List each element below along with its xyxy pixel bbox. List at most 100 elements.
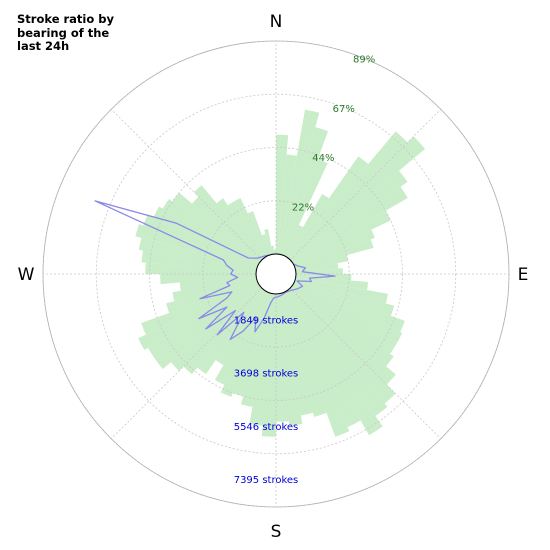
ratio-bar (293, 210, 391, 266)
grid-ring (149, 147, 403, 401)
ratio-bar (215, 252, 258, 269)
ratio-bar (294, 229, 375, 268)
ratio-bar (277, 249, 281, 255)
ratio-bar (295, 274, 301, 277)
ratio-tick-label: 89% (353, 55, 375, 66)
ratio-bar (249, 245, 264, 260)
ratio-bar (172, 277, 257, 302)
ratio-bar (282, 251, 287, 256)
ratio-bar (295, 275, 369, 291)
ratio-bar (286, 290, 383, 436)
ratio-bar (215, 290, 266, 366)
count-tick-label: 1849 strokes (234, 315, 299, 326)
ratio-bar (243, 293, 273, 399)
ratio-bar (276, 249, 279, 255)
count-tick-label: 7395 strokes (234, 475, 299, 486)
ratio-bar (273, 249, 276, 255)
ratio-bar (291, 285, 394, 367)
ratio-bar (288, 255, 294, 260)
cardinal-label-n: N (270, 12, 283, 32)
ratio-bar (295, 269, 301, 273)
center-hole (255, 253, 297, 295)
ratio-bar (284, 291, 361, 428)
ratio-tick-label: 44% (312, 153, 334, 164)
ratio-bar (290, 136, 426, 262)
ratio-bar (254, 241, 266, 258)
ratio-bar (148, 284, 260, 359)
count-tick-label: 3698 strokes (234, 369, 299, 380)
ratio-bar (291, 285, 296, 290)
ratio-bar (292, 260, 298, 264)
ratio-bar (284, 252, 289, 257)
ratio-bar (295, 277, 300, 281)
ratio-bar (183, 288, 264, 375)
ratio-bar (281, 127, 329, 256)
ratio-bar (162, 198, 260, 264)
ratio-bar (287, 254, 292, 259)
ratio-bar (290, 286, 396, 385)
ratio-bar (192, 196, 262, 262)
ratio-bar (220, 292, 270, 397)
ratio-bar (172, 192, 261, 263)
ratio-bar (269, 293, 273, 298)
ratio-bar (286, 193, 330, 258)
grid-spoke (289, 108, 442, 261)
ratio-tick-label: 22% (292, 202, 314, 213)
ratio-bar (287, 156, 369, 259)
ratio-bar (290, 256, 295, 262)
ratio-bar (277, 154, 297, 255)
ratio-bar (271, 245, 275, 255)
ratio-bar (260, 239, 270, 256)
ratio-bar (265, 292, 270, 297)
ratio-bar (197, 289, 265, 375)
ratio-bar (216, 198, 265, 259)
count-line (94, 200, 336, 341)
ratio-bar (271, 293, 275, 299)
ratio-bar (287, 289, 388, 417)
ratio-bar (295, 267, 300, 271)
ratio-bar (196, 267, 257, 274)
cardinal-label-w: W (18, 265, 35, 285)
ratio-bar (276, 293, 289, 418)
ratio-bar (252, 243, 265, 259)
ratio-bar (264, 242, 271, 256)
ratio-bar (293, 282, 298, 287)
ratio-bar (179, 275, 257, 291)
cardinal-label-e: E (518, 265, 529, 285)
chart-title: Stroke ratio by bearing of the last 24h (17, 12, 114, 53)
ratio-bar (288, 131, 408, 260)
ratio-bar (249, 293, 275, 426)
ratio-bar (291, 170, 408, 263)
ratio-bar (192, 259, 257, 273)
ratio-bar (279, 293, 314, 416)
ratio-bar (281, 292, 327, 417)
ratio-bar (277, 293, 300, 411)
ratio-bar (294, 280, 299, 285)
grid-ring (95, 93, 457, 455)
ratio-bar (294, 279, 395, 316)
ratio-bar (282, 159, 328, 256)
ratio-bar (287, 289, 292, 294)
axis-labels: N E S W 22% 44% 67% 89% 1849 strokes 3698 strokes… (18, 12, 529, 542)
grid-spoke (110, 287, 263, 440)
ratio-bar (279, 109, 320, 255)
ratio-bar (292, 186, 408, 264)
ratio-bar (282, 292, 350, 437)
ratio-bar (141, 280, 258, 335)
ratio-bar (284, 224, 304, 257)
ratio-bar (288, 288, 396, 404)
ratio-bar (295, 263, 339, 273)
ratio-bar (240, 250, 260, 264)
ratio-tick-label: 67% (333, 104, 355, 115)
count-tick-label: 5546 strokes (234, 422, 299, 433)
ratio-bar (295, 271, 301, 274)
ratio-bar (221, 249, 258, 268)
ratio-bar (292, 284, 368, 335)
grid-spoke (289, 287, 442, 440)
ratio-bar (214, 291, 268, 385)
ratio-bar (194, 185, 264, 260)
ratio-bar (279, 250, 283, 255)
ratio-bar (245, 250, 261, 263)
polar-grid (42, 40, 510, 508)
